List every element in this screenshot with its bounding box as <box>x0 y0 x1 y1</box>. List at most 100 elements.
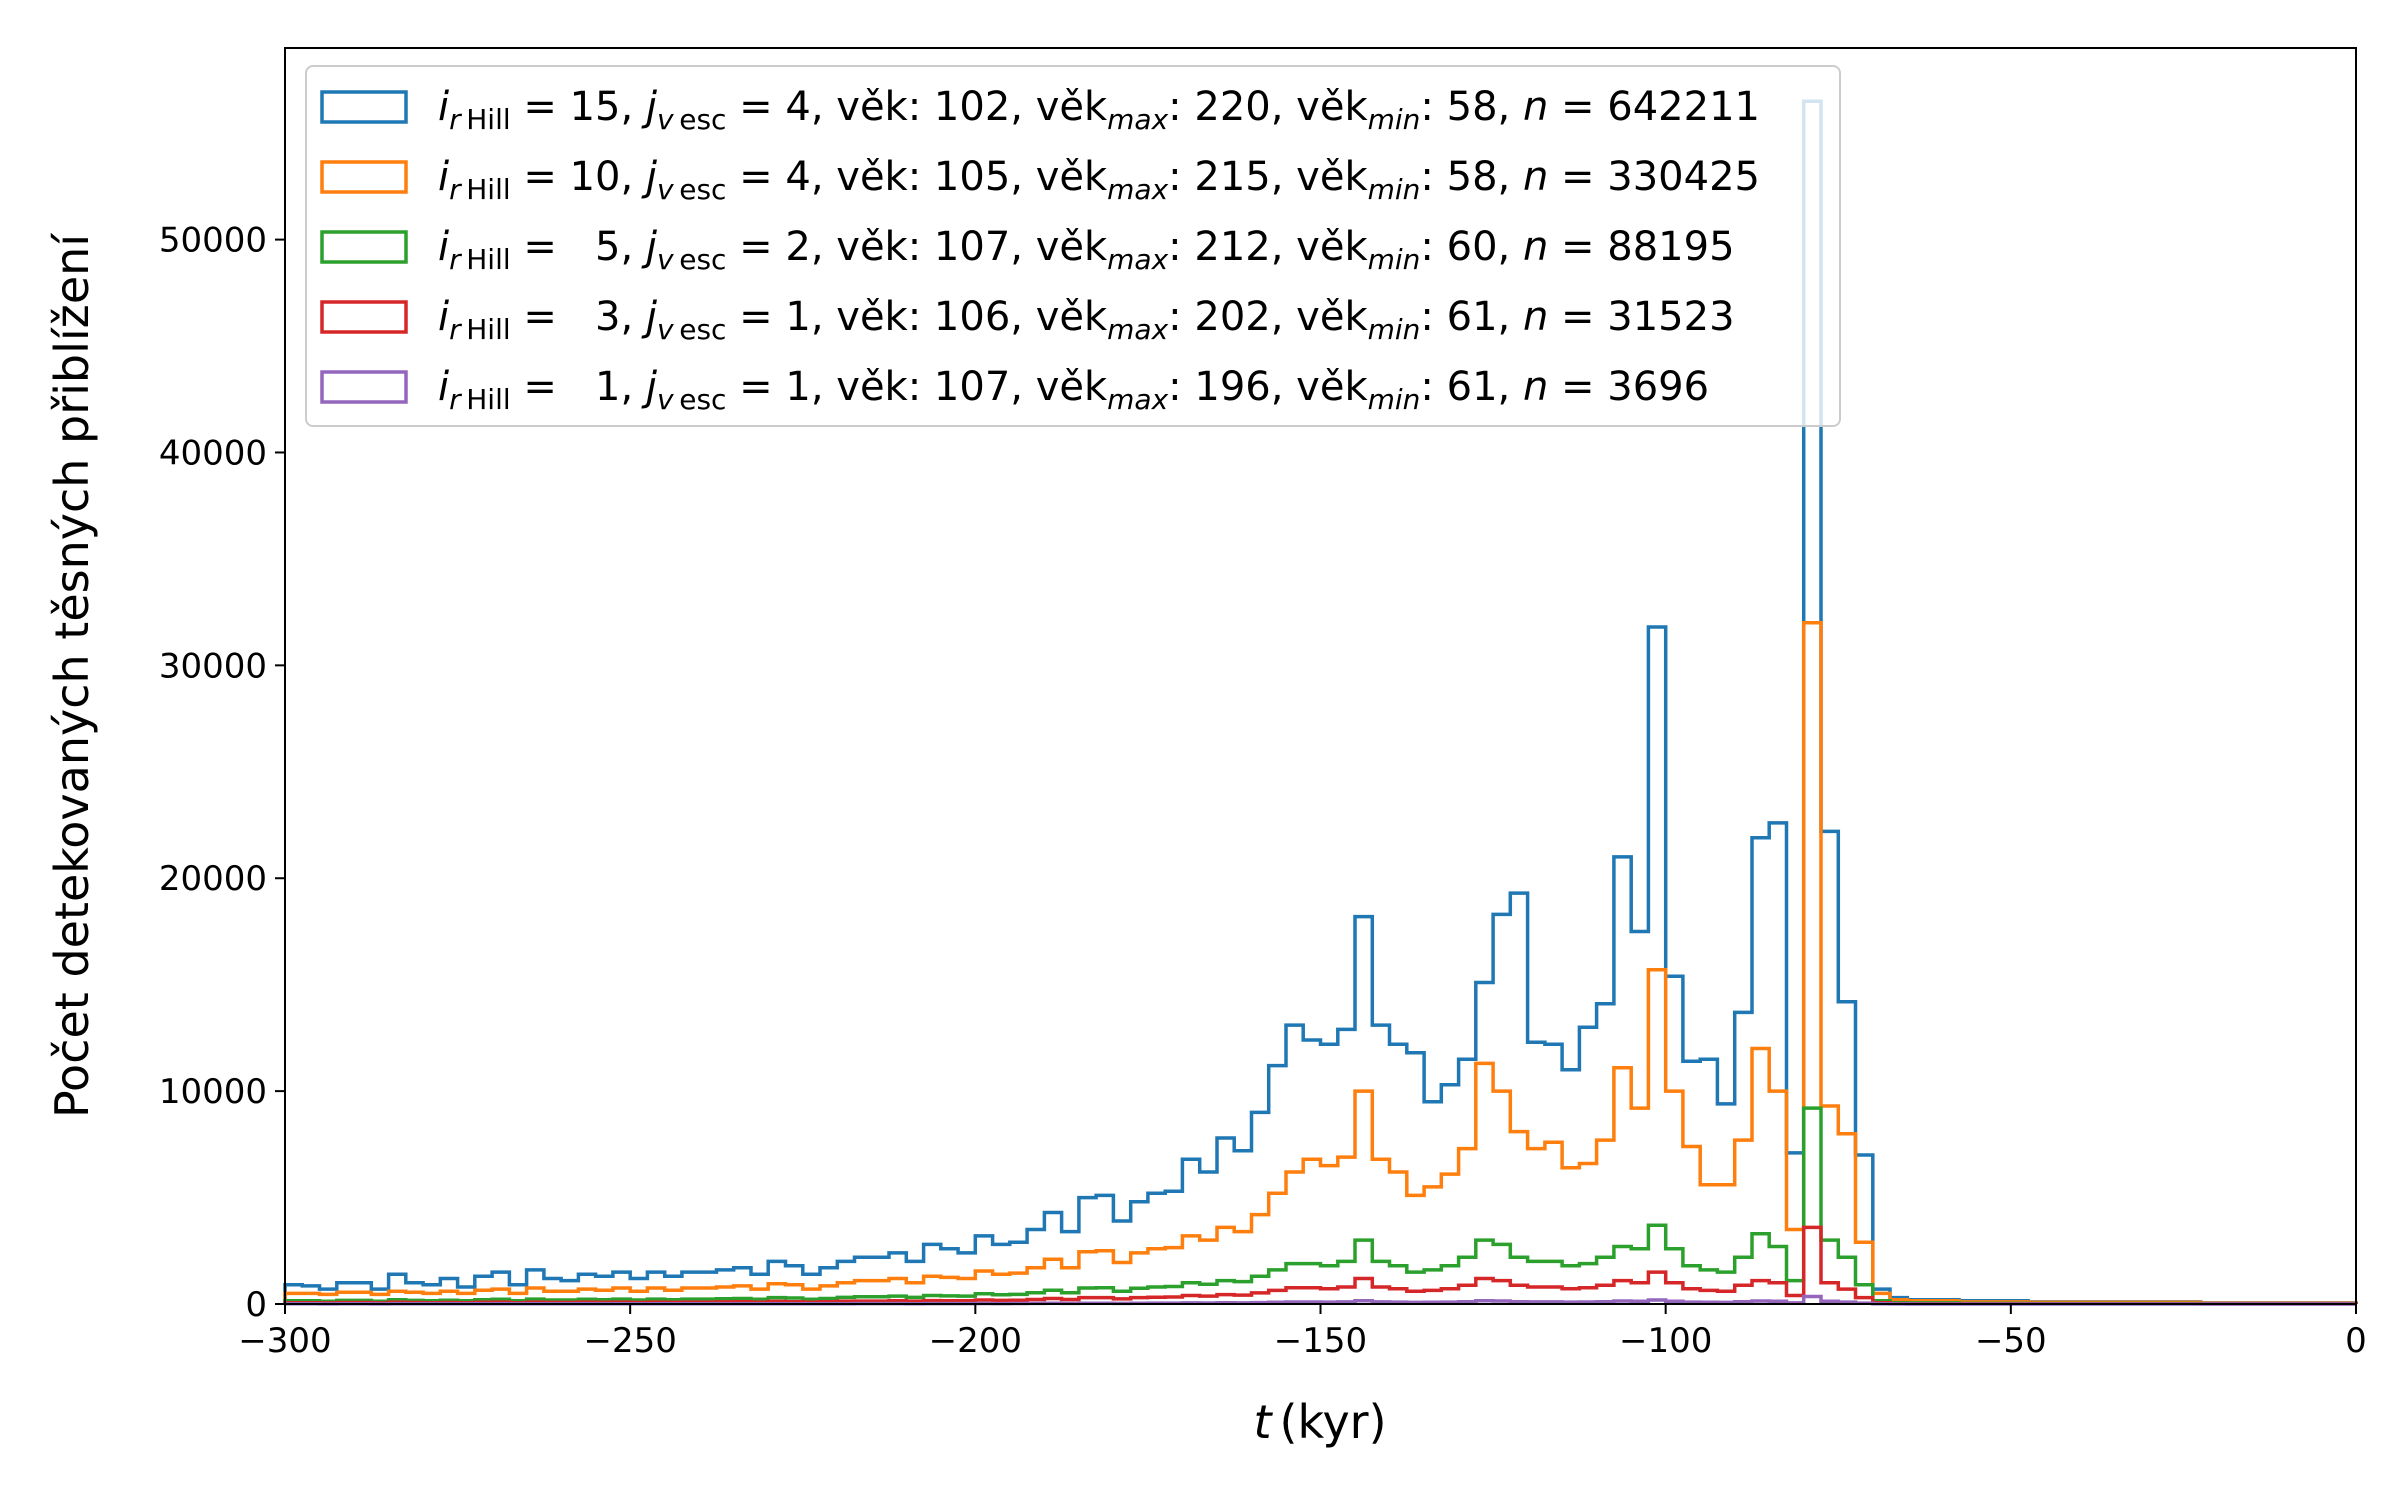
legend-text: = <box>1548 294 1607 340</box>
legend-text: min <box>1368 243 1421 276</box>
legend-value: 107 <box>934 364 1010 410</box>
legend-text: = <box>1548 154 1607 200</box>
legend-text: esc <box>674 173 727 206</box>
legend-value: 61 <box>1447 294 1498 340</box>
legend-text: , věk <box>1010 154 1108 200</box>
legend-text: , věk: <box>811 364 934 410</box>
legend-text: = <box>511 224 570 270</box>
legend-entry-4: ir Hill = 3, jv esc = 1, věk: 106, věkma… <box>438 294 1735 346</box>
legend-text: , věk: <box>811 224 934 270</box>
legend-text: r <box>449 383 462 416</box>
legend-text: v <box>657 173 674 206</box>
y-axis: 0 10000 20000 30000 40000 50000 <box>159 221 285 1325</box>
x-axis: −300 −250 −200 −150 −100 −50 0 <box>238 1304 2367 1361</box>
legend-text: , <box>620 224 645 270</box>
legend-text: , věk <box>1271 294 1369 340</box>
histogram-series-3 <box>283 1106 2358 1306</box>
legend-text: v <box>657 243 674 276</box>
legend-text: , <box>1498 364 1523 410</box>
legend-text: : <box>1420 224 1446 270</box>
legend-value: 3696 <box>1607 364 1709 410</box>
legend-value: 215 <box>1194 154 1270 200</box>
legend-swatch <box>320 230 408 264</box>
legend-text: max <box>1107 243 1168 276</box>
legend-text: : <box>1420 364 1446 410</box>
legend-text: : <box>1168 154 1194 200</box>
legend-text: , věk: <box>811 84 934 130</box>
legend-text: , <box>1498 154 1523 200</box>
x-axis-label: t (kyr) <box>1253 1395 1386 1449</box>
legend-text: , <box>1498 224 1523 270</box>
legend-text: j <box>641 154 658 200</box>
x-tick-label: −100 <box>1619 1321 1712 1361</box>
legend-entry-5: ir Hill = 1, jv esc = 1, věk: 107, věkma… <box>438 364 1709 416</box>
legend-text: j <box>641 294 658 340</box>
legend-text: , <box>620 364 645 410</box>
legend-text: , věk <box>1271 154 1369 200</box>
legend-text: , věk <box>1271 224 1369 270</box>
legend-text: Hill <box>461 103 511 136</box>
legend-text: , věk <box>1271 364 1369 410</box>
legend-value: 5 <box>570 224 621 270</box>
legend-text: , věk: <box>811 294 934 340</box>
legend-entry-2: ir Hill = 10, jv esc = 4, věk: 105, věkm… <box>438 154 1760 206</box>
legend-text: esc <box>674 313 727 346</box>
legend-text: j <box>641 364 658 410</box>
x-tick-label: −300 <box>238 1321 331 1361</box>
legend-text: n <box>1523 364 1548 410</box>
legend-value: 202 <box>1194 294 1270 340</box>
legend-text: , věk <box>1271 84 1369 130</box>
legend-text: i <box>438 364 449 410</box>
legend-text: , <box>620 154 645 200</box>
legend-text: min <box>1368 173 1421 206</box>
legend-value: 15 <box>570 84 621 130</box>
legend-text: i <box>438 84 449 130</box>
legend-value: 642211 <box>1607 84 1760 130</box>
legend-text: , věk <box>1010 294 1108 340</box>
legend-entry-3: ir Hill = 5, jv esc = 2, věk: 107, věkma… <box>438 224 1735 276</box>
legend-text: v <box>657 383 674 416</box>
legend-value: 4 <box>785 84 810 130</box>
legend-value: 105 <box>934 154 1010 200</box>
x-tick-label: −150 <box>1274 1321 1367 1361</box>
y-tick-label: 0 <box>245 1285 267 1325</box>
legend-text: , <box>620 294 645 340</box>
legend-text: , <box>620 84 645 130</box>
legend-text: , věk: <box>811 154 934 200</box>
legend-value: 212 <box>1194 224 1270 270</box>
x-tick-label: 0 <box>2345 1321 2367 1361</box>
legend-value: 88195 <box>1607 224 1734 270</box>
legend-text: = <box>726 294 785 340</box>
y-tick-label: 40000 <box>159 433 267 473</box>
legend-text: = <box>726 224 785 270</box>
y-axis-label: Počet detekovaných těsných přiblížení <box>45 233 99 1118</box>
legend-text: = <box>1548 364 1607 410</box>
legend-swatch <box>320 90 408 124</box>
legend-text: Hill <box>461 173 511 206</box>
legend-text: : <box>1168 364 1194 410</box>
legend-text: , <box>1498 84 1523 130</box>
legend-text: = <box>511 364 570 410</box>
legend-text: = <box>511 154 570 200</box>
legend-text: r <box>449 243 462 276</box>
y-tick-label: 30000 <box>159 646 267 686</box>
legend-text: = <box>1548 224 1607 270</box>
legend-text: , věk <box>1010 364 1108 410</box>
legend-value: 102 <box>934 84 1010 130</box>
legend-text: r <box>449 313 462 346</box>
x-tick-label: −200 <box>929 1321 1022 1361</box>
legend-text: n <box>1523 154 1548 200</box>
legend-text: = <box>511 294 570 340</box>
legend-text: i <box>438 294 449 340</box>
y-tick-label: 50000 <box>159 221 267 261</box>
legend-text: esc <box>674 383 727 416</box>
legend-text: min <box>1368 103 1421 136</box>
legend-text: max <box>1107 173 1168 206</box>
legend-value: 196 <box>1194 364 1270 410</box>
legend-value: 31523 <box>1607 294 1734 340</box>
legend-text: max <box>1107 383 1168 416</box>
legend-value: 2 <box>785 224 810 270</box>
legend-text: : <box>1420 294 1446 340</box>
legend-value: 220 <box>1194 84 1270 130</box>
